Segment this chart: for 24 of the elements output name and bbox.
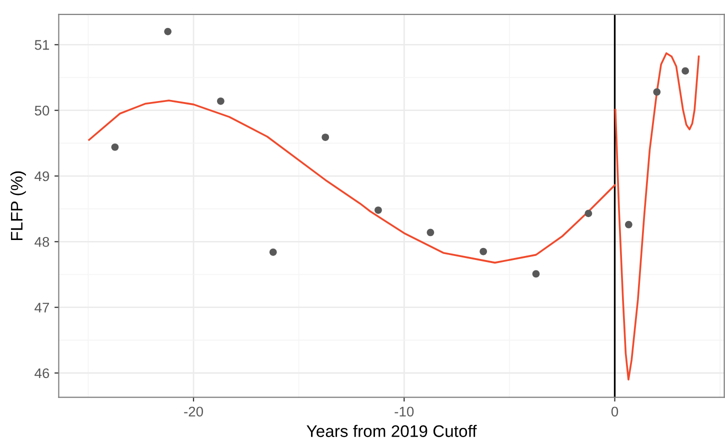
point: [426, 228, 434, 236]
point: [217, 97, 224, 105]
point: [624, 220, 632, 228]
point: [480, 248, 488, 256]
y-tick-label: 46: [34, 368, 50, 378]
point: [164, 28, 172, 36]
x-axis-title: Years from 2019 Cutoff: [306, 424, 477, 438]
x-tick-label: 0: [611, 406, 618, 417]
y-tick-label: 47: [34, 302, 49, 312]
y-tick-label: 51: [34, 40, 50, 50]
x-tick-label: -20: [184, 406, 204, 417]
x-tick-label: -10: [394, 406, 414, 417]
point: [682, 67, 689, 75]
point: [374, 206, 382, 214]
y-tick-label: 48: [34, 237, 50, 247]
y-tick-label: 50: [34, 106, 50, 116]
y-axis-title: FLFP (%): [10, 171, 26, 240]
y-tick-label: 49: [34, 171, 50, 182]
point: [111, 143, 119, 151]
point: [269, 248, 277, 256]
point: [584, 210, 592, 218]
point: [653, 88, 661, 96]
point: [322, 134, 330, 141]
point: [532, 270, 540, 278]
